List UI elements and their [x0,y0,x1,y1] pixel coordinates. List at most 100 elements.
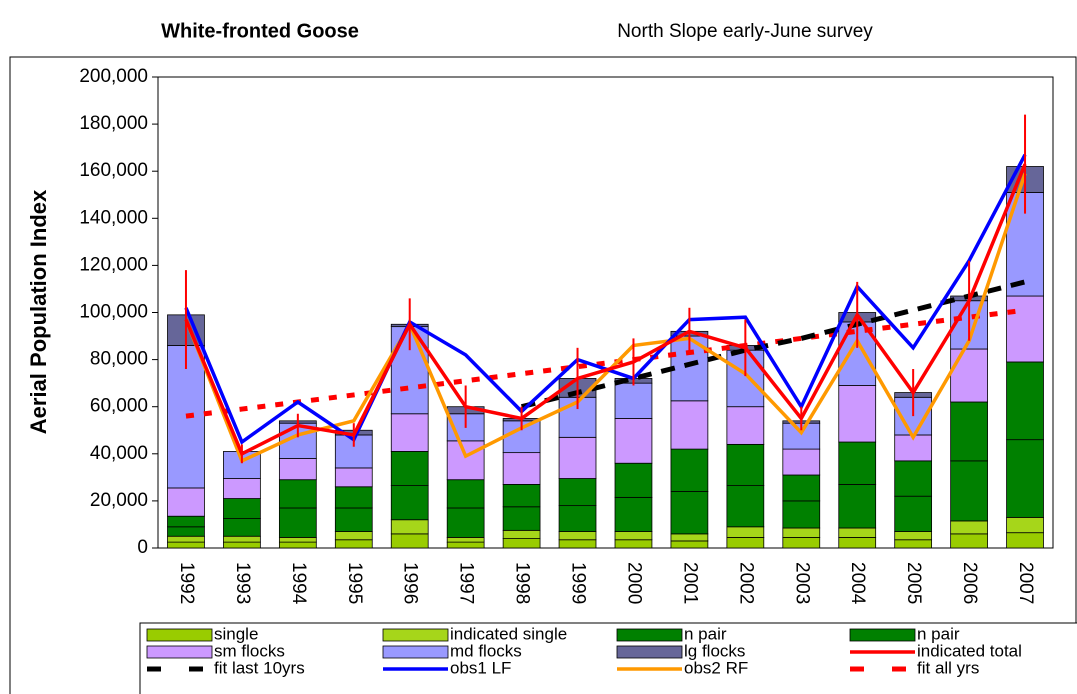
bar-segment [223,498,261,519]
legend-label: obs1 LF [450,658,511,677]
x-tick-label: 2004 [847,562,868,605]
x-tick-label: 2005 [903,562,924,604]
series-line [185,307,1026,419]
bar-segment [334,467,373,488]
legend-label: fit all yrs [917,658,979,677]
bar-segment [278,507,317,538]
bar-segment [558,436,597,479]
bar-segment [278,458,317,481]
bar-segment [950,520,988,535]
bar-segment [1006,532,1044,549]
bar-segment [950,533,988,549]
bar-segment [446,440,485,481]
x-tick-label: 2002 [735,562,756,604]
y-tick-label: 20,000 [90,490,148,511]
bar-segment [614,496,653,532]
bar-segment [614,462,653,498]
y-tick-label: 120,000 [79,254,148,275]
x-tick-label: 1997 [456,562,477,604]
bar-segment [558,505,597,532]
y-tick-label: 140,000 [79,207,148,228]
chart-frame [9,56,1077,694]
bar-segment [558,539,597,549]
bar-segment [558,478,597,507]
bar-segment [390,519,429,535]
bar-segment [1006,439,1044,518]
x-tick-label: 1998 [512,562,533,604]
legend-label: fit last 10yrs [214,658,305,677]
chart-title: White-fronted Goose [161,20,359,42]
bar-segment [390,485,429,521]
bar-segment [782,500,821,529]
bar-segment [726,443,765,486]
bar-segment [502,506,541,531]
bar-segment [838,441,877,485]
bar-segment [614,531,653,541]
x-tick-label: 1993 [232,562,253,604]
bar-segment [502,452,541,485]
legend-label: indicated single [450,624,567,643]
bar-segment [446,479,485,509]
x-tick-label: 2007 [1015,562,1036,604]
bar-segment [390,413,429,452]
bar-segment [446,507,485,538]
bar-segment [223,535,261,543]
bar-segment [446,541,485,549]
bar-segment [1006,361,1044,441]
y-tick-label: 200,000 [79,66,148,87]
y-tick-label: 60,000 [90,396,148,417]
bar-segment [278,537,317,543]
bar-segment [167,541,205,549]
x-tick-label: 2006 [959,562,980,604]
legend-label: md flocks [450,641,522,660]
bar-segment [614,382,653,419]
bar-segment [223,518,261,537]
bar-segment [838,537,877,549]
bar-segment [726,485,765,528]
bar-segment [726,537,765,549]
bar-segment [167,515,205,528]
bar-segment [894,495,933,532]
bar-segment [950,401,988,462]
bar-segment [223,478,261,499]
bar-segment [670,400,709,450]
x-tick-label: 2001 [679,562,700,604]
bar-segment [670,491,709,535]
bar-segment [334,486,373,509]
bar-segment [1006,295,1044,363]
bar-segment [614,418,653,464]
bar-segment [502,484,541,508]
bar-segment [446,537,485,543]
legend-label: single [214,624,258,643]
bar-segment [558,531,597,541]
bar-segment [334,507,373,532]
x-tick-label: 2003 [791,562,812,604]
bar-segment [167,535,205,543]
legend-label: n pair [917,624,960,643]
legend-label: n pair [684,624,727,643]
y-tick-label: 40,000 [90,443,148,464]
legend-swatch [382,628,449,642]
bar-segment [334,539,373,549]
bar-segment [502,538,541,549]
y-tick-label: 80,000 [90,349,148,370]
x-tick-label: 1995 [344,562,365,604]
legend-swatch [849,628,916,642]
bar-segment [838,385,877,443]
legend-swatch [616,628,683,642]
bar-segment [334,531,373,541]
bar-segment [726,526,765,538]
bar-segment [502,420,541,454]
bar-segment [782,474,821,502]
bar-segment [167,487,205,517]
legend-label: obs2 RF [684,658,748,677]
bar-segment [223,541,261,549]
series-line [184,172,1027,464]
bar-segment [838,484,877,529]
series-line [184,163,1027,457]
bar-segment [167,345,205,489]
y-tick-label: 160,000 [79,160,148,181]
bar-segment [390,533,429,549]
